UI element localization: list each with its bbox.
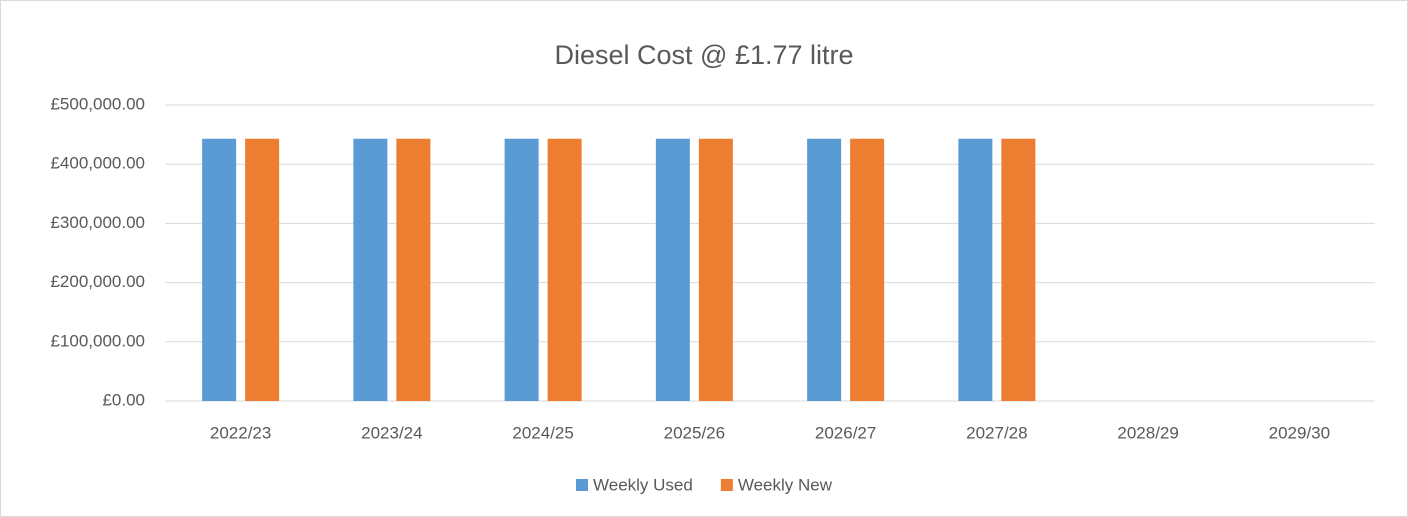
- legend-swatch: [576, 479, 588, 491]
- x-tick-label: 2024/25: [512, 423, 573, 442]
- y-tick-label: £0.00: [102, 390, 145, 409]
- bar: [655, 138, 690, 401]
- bar: [698, 138, 733, 401]
- y-tick-label: £500,000.00: [50, 94, 145, 113]
- bar: [202, 138, 237, 401]
- x-tick-label: 2026/27: [815, 423, 876, 442]
- legend-label: Weekly Used: [593, 475, 693, 494]
- x-tick-label: 2023/24: [361, 423, 422, 442]
- chart-title: Diesel Cost @ £1.77 litre: [554, 40, 853, 70]
- bar: [504, 138, 539, 401]
- bar: [807, 138, 842, 401]
- y-tick-label: £400,000.00: [50, 154, 145, 173]
- bar: [353, 138, 388, 401]
- bar: [958, 138, 993, 401]
- x-tick-label: 2025/26: [664, 423, 725, 442]
- bar: [396, 138, 431, 401]
- x-tick-label: 2028/29: [1117, 423, 1178, 442]
- y-tick-label: £200,000.00: [50, 272, 145, 291]
- x-tick-label: 2029/30: [1269, 423, 1330, 442]
- bar: [245, 138, 280, 401]
- bar: [850, 138, 885, 401]
- bar: [547, 138, 582, 401]
- bar: [1001, 138, 1036, 401]
- y-tick-label: £300,000.00: [50, 213, 145, 232]
- legend-swatch: [720, 479, 733, 491]
- x-tick-label: 2027/28: [966, 423, 1027, 442]
- legend-label: Weekly New: [738, 475, 833, 494]
- y-tick-label: £100,000.00: [50, 331, 145, 350]
- x-tick-label: 2022/23: [210, 423, 271, 442]
